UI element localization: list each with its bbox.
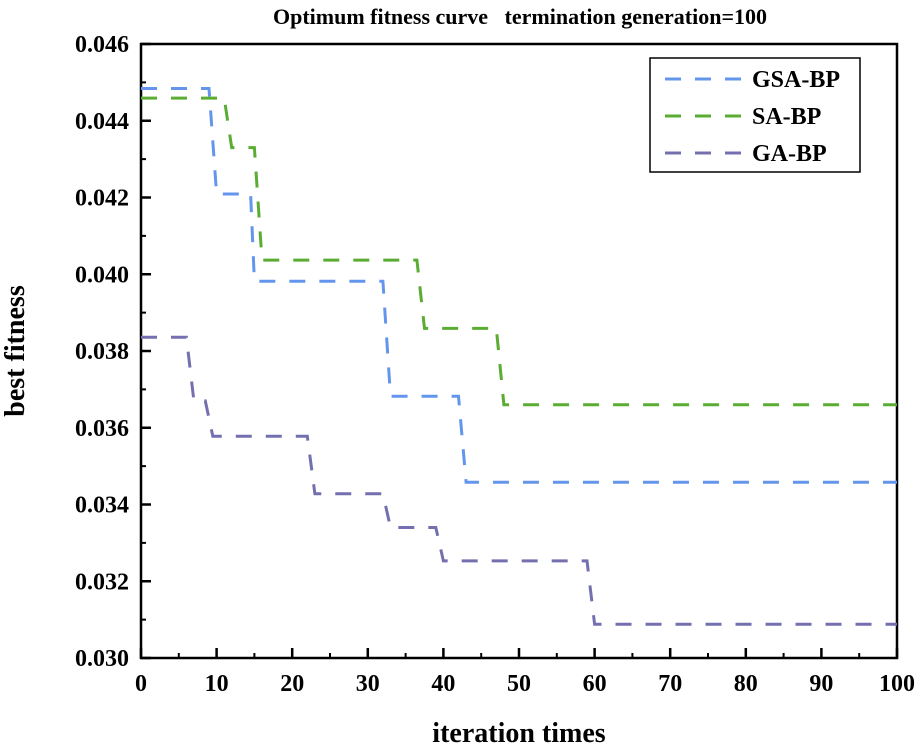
- series-line-gsa-bp: [141, 87, 897, 484]
- y-tick-label: 0.046: [75, 32, 129, 58]
- x-tick-label: 0: [135, 671, 147, 697]
- series-line-sa-bp: [141, 96, 897, 407]
- legend-label: SA-BP: [752, 104, 821, 130]
- y-tick-label: 0.030: [75, 646, 129, 672]
- legend-label: GA-BP: [752, 141, 827, 167]
- legend: GSA-BP SA-BP GA-BP: [649, 57, 861, 173]
- x-tick-label: 20: [280, 671, 304, 697]
- y-tick-label: 0.034: [75, 493, 129, 519]
- y-tick-label: 0.036: [75, 416, 129, 442]
- series-line-ga-bp: [141, 335, 897, 626]
- x-tick-label: 40: [431, 671, 455, 697]
- y-tick-label: 0.042: [75, 186, 129, 212]
- y-tick-label: 0.044: [75, 109, 129, 135]
- x-tick-label: 100: [879, 671, 915, 697]
- x-tick-label: 90: [809, 671, 833, 697]
- chart-title: Optimum fitness curve termination genera…: [273, 4, 767, 29]
- y-tick-label: 0.032: [75, 569, 129, 595]
- x-tick-label: 10: [205, 671, 229, 697]
- y-tick-label: 0.038: [75, 339, 129, 365]
- x-tick-label: 30: [356, 671, 380, 697]
- y-axis-label: best fitness: [0, 285, 31, 417]
- legend-label: GSA-BP: [752, 67, 840, 93]
- x-tick-label: 70: [658, 671, 682, 697]
- x-tick-label: 80: [734, 671, 758, 697]
- y-tick-label: 0.040: [75, 262, 129, 288]
- x-tick-label: 60: [583, 671, 607, 697]
- x-tick-label: 50: [507, 671, 531, 697]
- x-axis-label: iteration times: [432, 718, 605, 749]
